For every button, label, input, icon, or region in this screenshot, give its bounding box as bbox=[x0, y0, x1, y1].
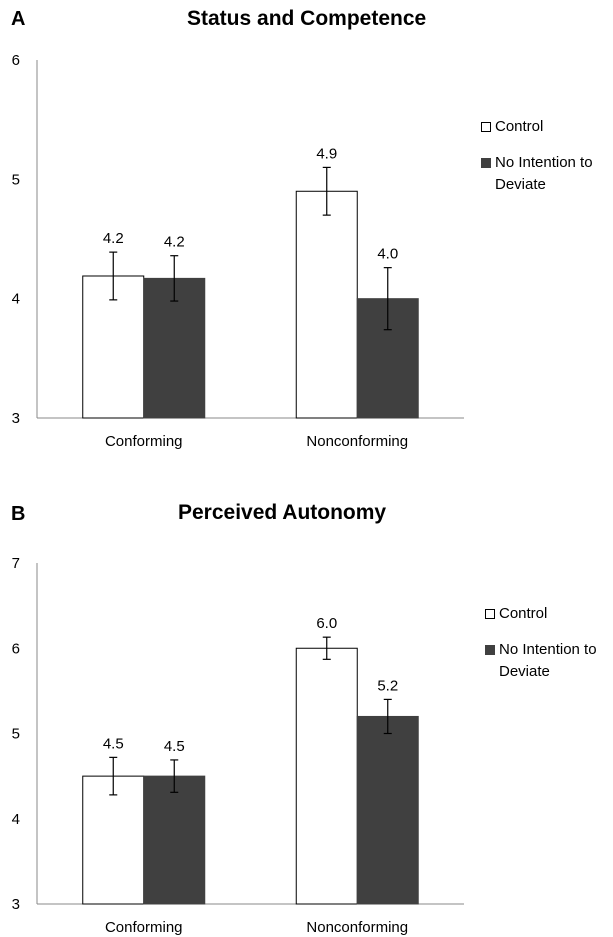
legend: Control No Intention to Deviate bbox=[485, 603, 613, 697]
data-label: 4.5 bbox=[103, 735, 124, 752]
y-tick-label: 6 bbox=[12, 52, 20, 69]
legend-swatch-control bbox=[485, 609, 495, 619]
y-tick-label: 5 bbox=[12, 726, 20, 743]
y-tick-label: 4 bbox=[12, 811, 20, 828]
bar bbox=[295, 647, 358, 905]
legend-swatch-no-intention bbox=[481, 158, 491, 168]
legend-label: No Intention to Deviate bbox=[499, 641, 597, 680]
bar bbox=[356, 715, 419, 905]
y-tick-label: 6 bbox=[12, 640, 20, 657]
y-tick-label: 4 bbox=[12, 291, 20, 308]
chart-panel-b: B Perceived Autonomy 3 4 5 6 7 Conforming 4.5 4… bbox=[0, 490, 613, 937]
legend-label: Control bbox=[495, 118, 544, 135]
chart-title: Perceived Autonomy bbox=[178, 501, 387, 524]
legend-label: Control bbox=[499, 605, 548, 622]
data-label: 4.0 bbox=[377, 246, 398, 263]
data-label: 5.2 bbox=[377, 677, 398, 694]
legend-item-no-intention: No Intention to Deviate bbox=[485, 639, 613, 683]
x-tick-label: Nonconforming bbox=[306, 919, 408, 936]
data-label: 4.2 bbox=[164, 234, 185, 251]
bar bbox=[82, 775, 145, 905]
legend-item-control: Control bbox=[485, 603, 613, 625]
panel-letter: A bbox=[11, 8, 26, 30]
x-tick-label: Conforming bbox=[105, 433, 183, 450]
data-label: 6.0 bbox=[316, 615, 337, 632]
data-label: 4.9 bbox=[316, 145, 337, 162]
legend-swatch-no-intention bbox=[485, 645, 495, 655]
y-tick-label: 3 bbox=[12, 896, 20, 913]
y-tick-label: 7 bbox=[12, 555, 20, 572]
y-tick-label: 5 bbox=[12, 171, 20, 188]
y-tick-label: 3 bbox=[12, 410, 20, 427]
data-label: 4.2 bbox=[103, 230, 124, 247]
bar bbox=[295, 190, 358, 419]
legend-label: No Intention to Deviate bbox=[495, 154, 593, 193]
chart-title: Status and Competence bbox=[187, 7, 427, 30]
legend-item-no-intention: No Intention to Deviate bbox=[481, 152, 613, 196]
legend-item-control: Control bbox=[481, 116, 613, 138]
panel-letter: B bbox=[11, 503, 26, 525]
x-tick-label: Nonconforming bbox=[306, 433, 408, 450]
x-tick-label: Conforming bbox=[105, 919, 183, 936]
bar-chart-b: 3 4 5 6 7 Conforming 4.5 4.5 Nonconforming 6.0 5.2 bbox=[12, 555, 464, 936]
chart-panel-a: A Status and Competence 3 4 5 6 Conforming 4.… bbox=[11, 7, 613, 450]
bar bbox=[143, 775, 206, 905]
legend: Control No Intention to Deviate bbox=[481, 116, 613, 210]
bar-chart-a: 3 4 5 6 Conforming 4.2 4.2 Nonconforming 4.9 4.0 bbox=[12, 52, 464, 450]
legend-swatch-control bbox=[481, 122, 491, 132]
data-label: 4.5 bbox=[164, 738, 185, 755]
